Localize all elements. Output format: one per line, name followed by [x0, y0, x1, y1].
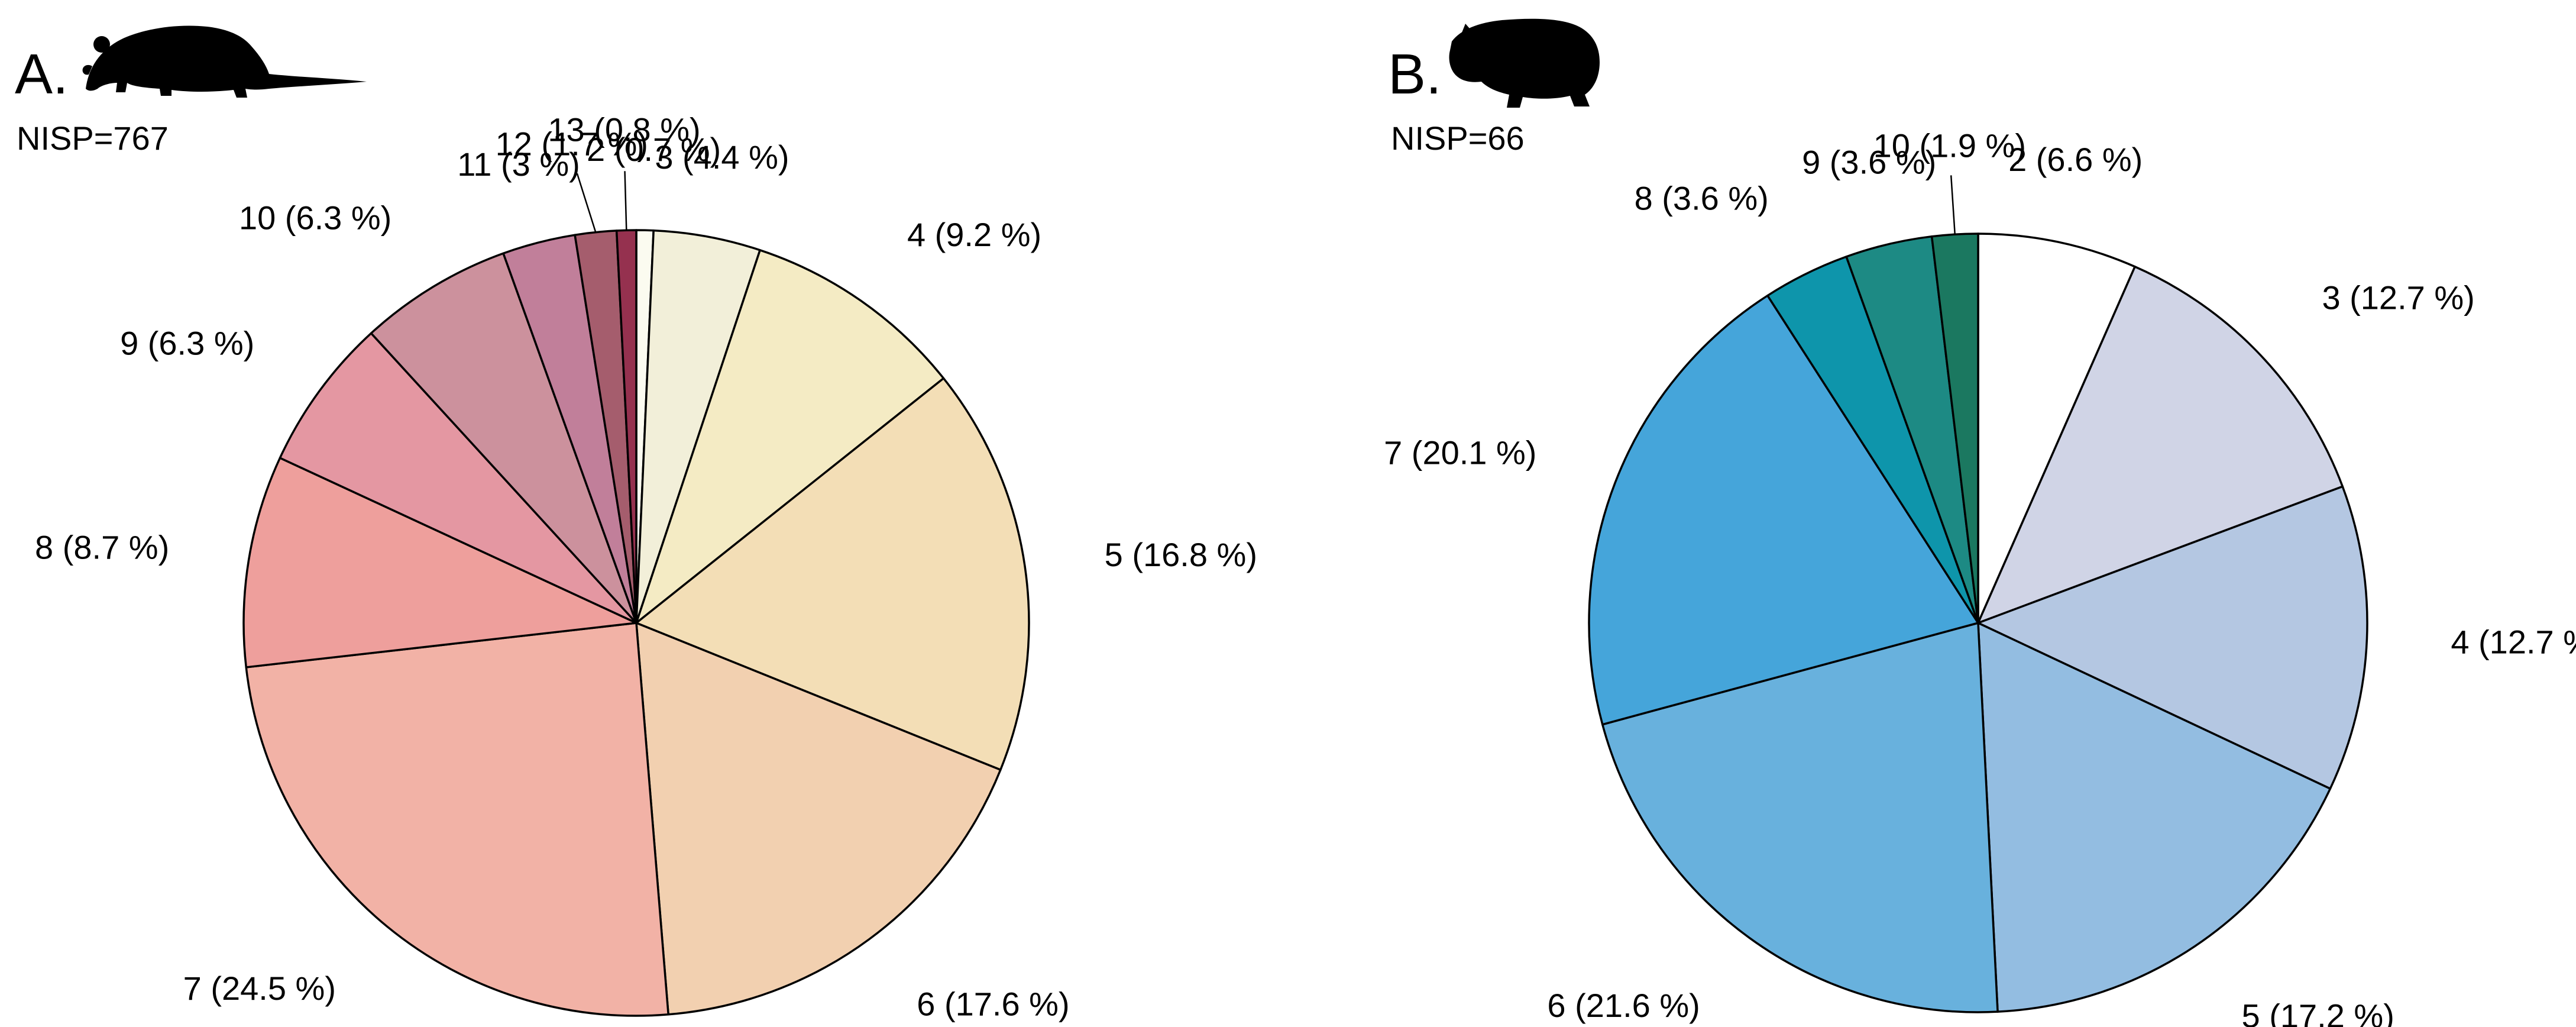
slice-label-6: 6 (21.6 %) [1547, 987, 1700, 1024]
pie-b [1588, 232, 2368, 1013]
slice-label-10: 10 (6.3 %) [239, 199, 391, 236]
pie-slice-7 [1588, 294, 1979, 726]
pie-slice-4 [1977, 485, 2368, 790]
pie-slice-6 [1601, 622, 1999, 1013]
leader-line-10 [1950, 175, 1956, 235]
slice-label-2: 2 (0.7 %) [587, 131, 721, 168]
panel-a-letter: A. [15, 43, 69, 106]
pie-slice-3 [1977, 266, 2344, 624]
slice-label-7: 7 (24.5 %) [183, 970, 336, 1007]
pie-a-labels: 2 (0.7 %)3 (4.4 %) 4 (9.2 %) 5 (16.8 %) 6 (… [35, 111, 1257, 1022]
pie-b-labels: 2 (6.6 %) 3 (12.7 %) 4 (12.7 %) 5 (17.2 %) 6… [1384, 127, 2576, 1027]
panel-a-nisp: NISP=767 [17, 120, 169, 157]
leader-line-12 [576, 173, 597, 232]
pie-slice-7 [245, 622, 669, 1017]
panel-b-letter: B. [1388, 43, 1442, 106]
pie-slice-3 [635, 229, 761, 624]
slice-label-3: 3 (12.7 %) [2322, 279, 2474, 317]
slice-label-9: 9 (6.3 %) [120, 325, 254, 362]
pie-slice-8 [242, 457, 637, 668]
slice-label-10: 10 (1.9 %) [1873, 127, 2026, 164]
pie-slice-5 [635, 377, 1030, 771]
slice-label-6: 6 (17.6 %) [917, 985, 1069, 1022]
panel-a: A. NISP=767 2 (0.7 %)3 (4.4 %) 4 (9.2 %) 5… [15, 25, 1257, 1022]
pie-slice-10 [370, 252, 637, 624]
pie-slice-13 [615, 229, 637, 624]
slice-label-13: 13 (0.8 %) [548, 111, 700, 148]
slice-label-9: 9 (3.6 %) [1802, 144, 1936, 181]
slice-label-7: 7 (20.1 %) [1384, 434, 1536, 471]
slice-label-8: 8 (3.6 %) [1635, 180, 1769, 217]
pie-slice-9 [279, 332, 637, 624]
rat-silhouette-icon [82, 25, 367, 98]
slice-label-4: 4 (12.7 %) [2451, 624, 2576, 661]
slice-label-11: 11 (3 %) [457, 146, 580, 183]
slice-label-2: 2 (6.6 %) [2008, 141, 2143, 178]
pie-slice-6 [635, 622, 1002, 1016]
panel-b: B. NISP=66 2 (6.6 %) 3 (12.7 %) 4 (12.7 %)… [1384, 18, 2576, 1027]
slice-label-5: 5 (17.2 %) [2242, 997, 2394, 1027]
slice-label-8: 8 (8.7 %) [35, 528, 169, 566]
pie-a [242, 229, 1030, 1017]
panel-b-nisp: NISP=66 [1391, 120, 1525, 157]
leader-line-13 [624, 171, 627, 231]
slice-label-5: 5 (16.8 %) [1105, 536, 1257, 573]
slice-label-3: 3 (4.4 %) [655, 138, 789, 176]
pie-slice-5 [1977, 622, 2332, 1013]
pie-slice-2 [1977, 232, 2136, 624]
capybara-silhouette-icon [1449, 18, 1600, 108]
slice-label-4: 4 (9.2 %) [907, 216, 1041, 253]
slice-label-12: 12 (1.7 %) [496, 125, 648, 162]
pie-slice-4 [635, 249, 945, 624]
